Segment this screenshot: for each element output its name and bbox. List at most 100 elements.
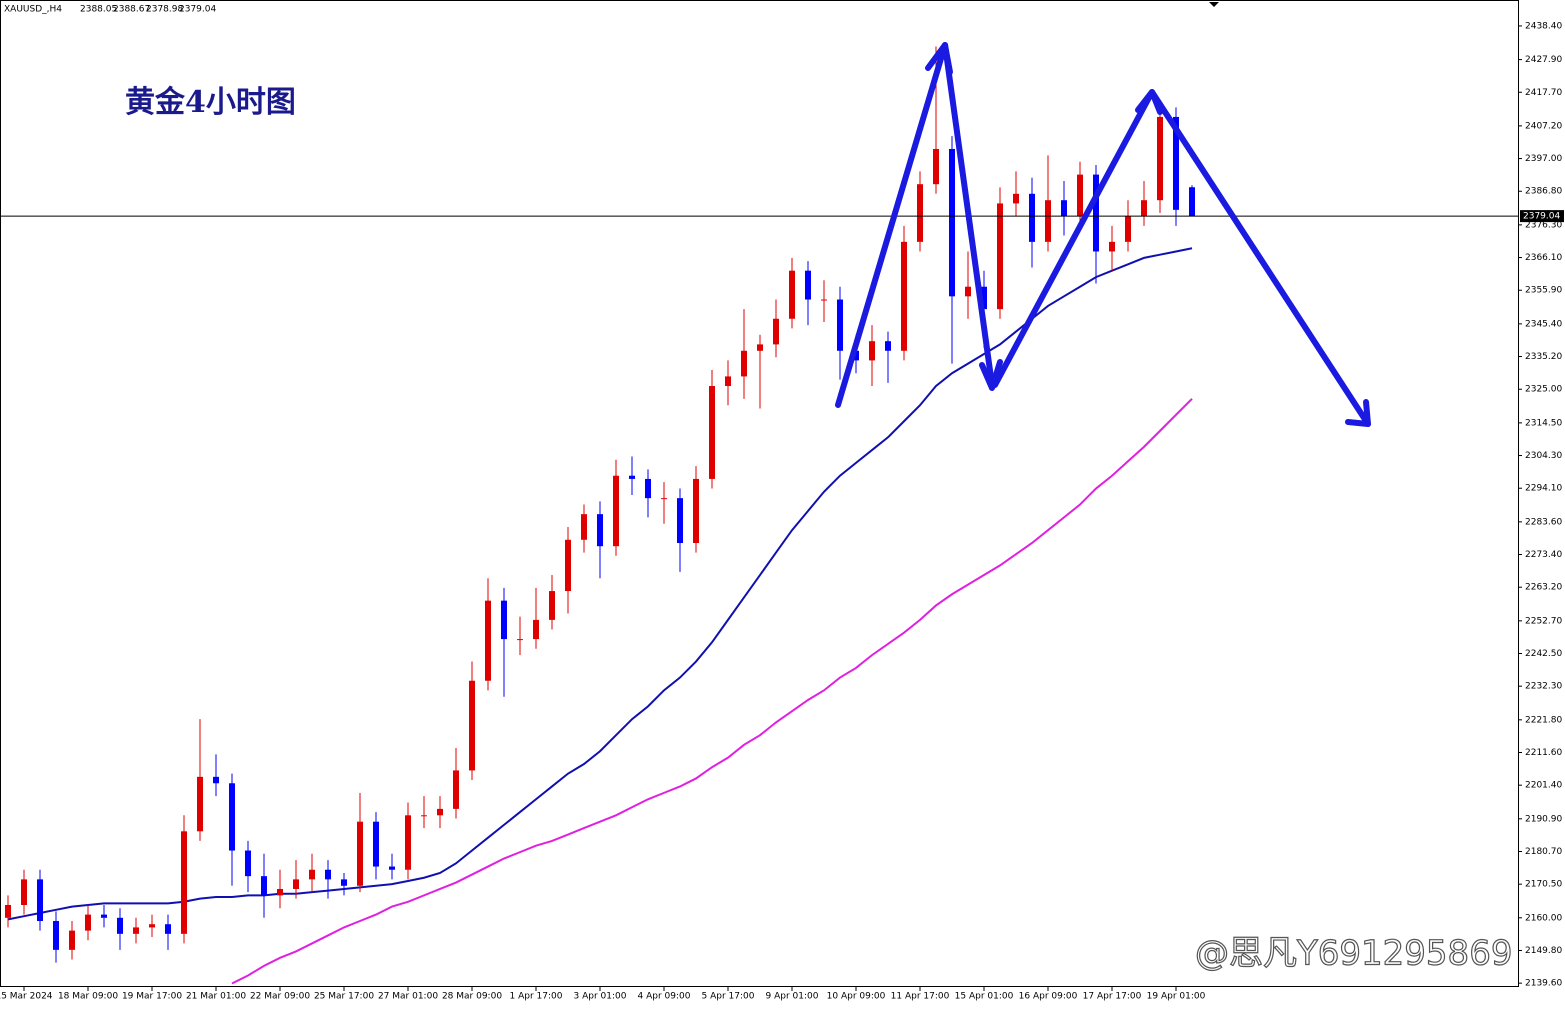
y-tick-label: 2345.40 [1525, 319, 1562, 329]
y-tick-label: 2314.50 [1525, 418, 1562, 428]
candle-body [597, 514, 603, 547]
y-tick-label: 2386.80 [1525, 187, 1562, 197]
arrow-head [1345, 399, 1371, 427]
candle-body [101, 914, 107, 918]
y-tick-label: 2417.70 [1525, 88, 1562, 98]
candle-body [773, 318, 779, 345]
candle-body [165, 924, 171, 934]
candle-body [965, 286, 971, 297]
current-price-box [1520, 210, 1564, 223]
candle-body [181, 831, 187, 934]
candle-body [645, 478, 651, 499]
candle-body [213, 776, 219, 784]
candle-body [709, 386, 715, 479]
y-tick-label: 2273.40 [1525, 550, 1562, 560]
y-tick-label: 2335.20 [1525, 352, 1562, 362]
current-price-label: 2379.04 [1523, 212, 1560, 222]
x-tick-label: 15 Apr 01:00 [955, 992, 1014, 1002]
header-value: 2388.05 [80, 5, 117, 15]
candle-body [501, 600, 507, 640]
y-tick-label: 2283.60 [1525, 517, 1562, 527]
y-tick-label: 2325.00 [1525, 385, 1562, 395]
candle-body [1077, 174, 1083, 217]
candle-body [261, 876, 267, 896]
x-tick-label: 27 Mar 01:00 [378, 992, 438, 1002]
x-tick-label: 11 Apr 17:00 [891, 992, 950, 1002]
candle-body [1029, 193, 1035, 242]
x-tick-label: 15 Mar 2024 [0, 992, 53, 1002]
candle-body [437, 808, 443, 816]
candle-body [53, 921, 59, 950]
candle-body [661, 498, 667, 500]
candle-body [885, 341, 891, 351]
moving-average [231, 398, 1193, 985]
plot-frame [0, 0, 1519, 987]
y-tick-label: 2242.50 [1525, 649, 1562, 659]
arrow-path [835, 42, 995, 408]
y-tick-label: 2376.30 [1525, 220, 1562, 230]
candle-body [533, 619, 539, 640]
candle-body [133, 927, 139, 934]
candle-body [37, 879, 43, 922]
candle-body [933, 148, 939, 185]
candle-body [629, 475, 635, 479]
y-tick-label: 2139.60 [1525, 979, 1562, 989]
marks [5, 46, 1195, 985]
arrow-path [992, 89, 1371, 427]
watermark: @思凡Y691295869 [1195, 934, 1512, 974]
candle-body [549, 591, 555, 620]
candle-body [341, 879, 347, 886]
candle-body [69, 930, 75, 950]
candle-body [581, 514, 587, 540]
candle-body [1125, 216, 1131, 242]
candle-body [373, 821, 379, 867]
y-tick-label: 2160.00 [1525, 913, 1562, 923]
candle-body [357, 821, 363, 886]
candle-body [677, 498, 683, 543]
y-tick-label: 2407.20 [1525, 121, 1562, 131]
candle-body [1189, 187, 1195, 217]
candle-body [1109, 241, 1115, 252]
candle-body [837, 299, 843, 351]
candle-body [1093, 174, 1099, 252]
arrow-head [1135, 89, 1163, 115]
candle-body [405, 815, 411, 870]
y-tick-label: 2263.20 [1525, 583, 1562, 593]
candle-body [453, 770, 459, 809]
candle-body [757, 344, 763, 351]
header-value: 2379.04 [179, 5, 216, 15]
y-tick-label: 2304.30 [1525, 451, 1562, 461]
candle-body [725, 376, 731, 387]
annotation-arrows [835, 42, 1371, 427]
x-tick-label: 18 Mar 09:00 [58, 992, 118, 1002]
candle-body [901, 241, 907, 351]
candle-body [1045, 200, 1051, 242]
candle-body [469, 680, 475, 771]
candle-body [1013, 193, 1019, 204]
header-symbol: XAUUSD_,H4 [4, 5, 62, 15]
x-tick-label: 10 Apr 09:00 [827, 992, 886, 1002]
candle-body [949, 148, 955, 297]
candle-body [485, 600, 491, 681]
candle-body [613, 475, 619, 547]
candle-body [693, 478, 699, 543]
candle-body [997, 203, 1003, 310]
header-value: 2378.98 [146, 5, 183, 15]
x-tick-label: 16 Apr 09:00 [1019, 992, 1078, 1002]
candle-body [1173, 116, 1179, 210]
arrow-head [925, 42, 953, 75]
candle-body [741, 350, 747, 377]
candle-body [245, 850, 251, 877]
candle-body [821, 299, 827, 301]
y-tick-label: 2294.10 [1525, 484, 1562, 494]
candle-body [869, 341, 875, 361]
arrow-head [979, 359, 1003, 391]
candle-body [981, 286, 987, 310]
candle-body [117, 917, 123, 934]
x-tick-label: 19 Apr 01:00 [1147, 992, 1206, 1002]
candle-body [805, 270, 811, 300]
candle-body [85, 914, 91, 931]
moving-average [7, 247, 1193, 921]
x-tick-label: 25 Mar 17:00 [314, 992, 374, 1002]
y-tick-label: 2180.70 [1525, 847, 1562, 857]
